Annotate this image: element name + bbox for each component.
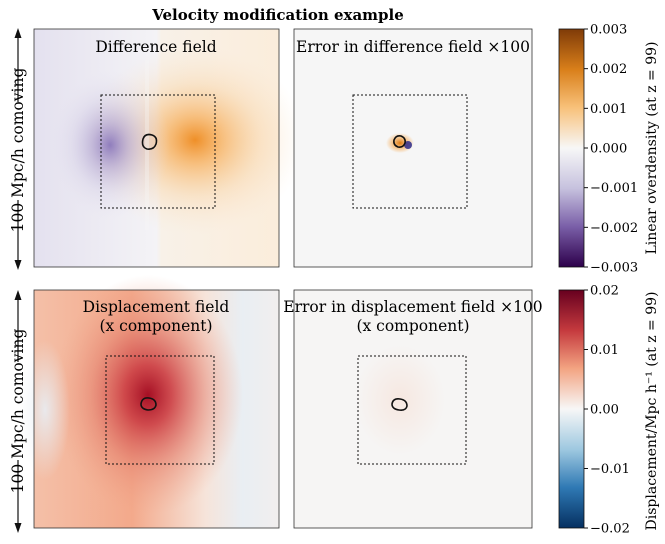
panel-error-difference-field: Error in difference field ×100 [293, 28, 533, 268]
colorbar-tick-label: 0.00 [590, 403, 619, 418]
colorbar-tick-label: 0.002 [590, 62, 627, 77]
panel-title: Difference field [95, 38, 216, 56]
panel-displacement-field: Displacement field (x component) [20, 275, 280, 529]
colorbar-ticks: 0.003 0.002 0.001 0.000 −0.001 −0.002 −0.003 [584, 23, 638, 276]
panel-title: Error in displacement field ×100 [283, 298, 542, 316]
row2-scale-bar: 100 Mpc/h comoving [9, 290, 27, 533]
panel-title: Error in difference field ×100 [296, 38, 530, 56]
panel-error-displacement-field: Error in displacement field ×100 (x comp… [283, 289, 543, 529]
colorbar-tick-label: 0.001 [590, 102, 627, 117]
panel-title: Displacement field [83, 298, 230, 316]
colorbar-tick-label: 0.003 [590, 23, 627, 38]
panel-difference-field: Difference field [33, 28, 305, 268]
colorbar-tick-label: 0.02 [590, 284, 619, 299]
colorbar-overdensity: 0.003 0.002 0.001 0.000 −0.001 −0.002 −0.003 L… [558, 23, 660, 276]
colorbar-tick-label: 0.01 [590, 343, 619, 358]
row2-scale-label: 100 Mpc/h comoving [9, 329, 27, 494]
figure-title: Velocity modification example [151, 6, 404, 24]
colorbar-tick-label: −0.003 [590, 261, 638, 276]
colorbar-tick-label: −0.02 [590, 522, 630, 537]
row1-scale-bar: 100 Mpc/h comoving [9, 28, 27, 270]
colorbar-tick-label: −0.01 [590, 462, 630, 477]
colorbar-ticks: 0.02 0.01 0.00 −0.01 −0.02 [584, 284, 630, 537]
panel-subtitle: (x component) [356, 317, 469, 335]
panel-subtitle: (x component) [99, 317, 212, 335]
colorbar-tick-label: 0.000 [590, 142, 627, 157]
colorbar-displacement: 0.02 0.01 0.00 −0.01 −0.02 Displacement/Mpc … [558, 284, 660, 537]
colorbar-tick-label: −0.001 [590, 181, 638, 196]
colorbar-label: Linear overdensity (at z = 99) [644, 42, 660, 255]
row1-scale-label: 100 Mpc/h comoving [9, 68, 27, 233]
colorbar-tick-label: −0.002 [590, 221, 638, 236]
colorbar-label: Displacement/Mpc h⁻¹ (at z = 99) [644, 292, 660, 531]
